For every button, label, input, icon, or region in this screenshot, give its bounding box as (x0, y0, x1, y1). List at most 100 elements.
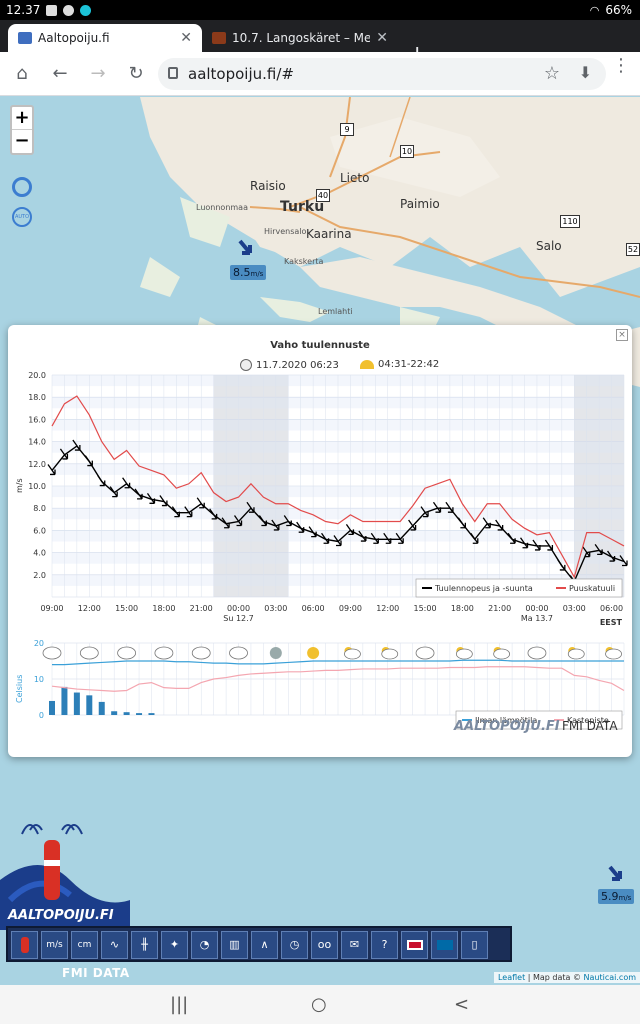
wind-direction-arrow (358, 530, 367, 542)
books-button[interactable]: ▥ (221, 931, 248, 959)
forward-arrow-icon[interactable]: → (90, 63, 106, 84)
close-tab-icon[interactable]: ✕ (376, 30, 388, 46)
x-tick-label: 15:00 (115, 604, 138, 613)
compass-button[interactable]: ✦ (161, 931, 188, 959)
precip-bar (86, 695, 93, 715)
fmi-brand: FMI DATA (562, 719, 618, 733)
lang-sv-button[interactable] (431, 931, 458, 959)
place-label: Raisio (250, 179, 286, 193)
tab-title: Aaltopoiju.fi (38, 31, 110, 45)
leaflet-link[interactable]: Leaflet (497, 973, 526, 982)
chart-legend (415, 578, 623, 598)
precip-bar (73, 692, 80, 715)
wind-direction-arrow (84, 455, 93, 467)
wind-direction-arrow (296, 521, 305, 533)
history-button[interactable]: ◷ (281, 931, 308, 959)
close-tab-icon[interactable]: ✕ (180, 30, 192, 46)
x-tick-label: 03:00 (563, 604, 586, 613)
legend-label: Ilman lämpötila (475, 716, 537, 725)
popup-title: Vaho tuulennuste (270, 340, 370, 351)
wind-direction-arrow (470, 532, 479, 544)
x-tick-label: 00:00 (227, 604, 250, 613)
x-tick-label: 21:00 (488, 604, 511, 613)
mail-button[interactable]: ✉ (341, 931, 368, 959)
x-tick-label: 18:00 (152, 604, 175, 613)
gallery-notification-icon (46, 4, 58, 16)
bookmark-star-icon[interactable]: ☆ (543, 63, 560, 84)
wind-speed-button[interactable]: m/s (41, 931, 68, 959)
wind-direction-arrow (271, 519, 280, 531)
help-icon: ? (381, 938, 388, 951)
reload-icon[interactable]: ↻ (128, 63, 144, 84)
zoom-out-button[interactable]: − (14, 130, 30, 151)
wind-direction-arrow (221, 517, 230, 529)
help-button[interactable]: ? (371, 931, 398, 959)
close-popup-button[interactable]: × (616, 329, 628, 341)
wind-direction-arrow (59, 448, 69, 460)
tab-aaltopoiju[interactable]: Aaltopoiju.fi ✕ (8, 24, 202, 52)
wind-direction-arrow (619, 555, 628, 567)
precip-bar (123, 712, 130, 715)
wind-direction-arrow (383, 532, 392, 544)
mail-icon: ✉ (349, 938, 360, 951)
buoy-logo-icon (0, 824, 130, 930)
cloud-icon (154, 646, 174, 660)
legend-label: Tuulennopeus ja -suunta (434, 584, 533, 593)
water-level-label: cm (77, 940, 92, 950)
binoculars-icon: oo (317, 938, 332, 951)
browser-toolbar: ⌂ ← → ↻ aaltopoiju.fi/# ☆ ⬇ ⋮ (0, 52, 640, 96)
sticks-button[interactable]: ╫ (131, 931, 158, 959)
zoom-in-button[interactable]: + (12, 107, 32, 130)
wind-direction-arrow (544, 539, 554, 551)
source-link[interactable]: Nauticai.com (583, 973, 636, 982)
graph-button[interactable]: ∧ (251, 931, 278, 959)
locate-icon[interactable] (12, 177, 32, 197)
gust-line (51, 395, 625, 579)
wind-direction-arrow (159, 495, 168, 507)
url-text[interactable]: aaltopoiju.fi/# (188, 65, 294, 83)
forecast-popup: × Vaho tuulennuste 11.7.2020 06:23 04:31… (8, 325, 632, 757)
lang-en-button[interactable] (401, 931, 428, 959)
wind-marker[interactable]: 5.9m/s (598, 865, 636, 904)
back-arrow-icon[interactable]: ← (52, 63, 68, 84)
back-button[interactable]: < (454, 994, 470, 1015)
mobile-button[interactable]: ▯ (461, 931, 488, 959)
x-tick-label: 00:00 (525, 604, 548, 613)
gauge-icon: ◔ (199, 938, 210, 951)
address-bar[interactable]: aaltopoiju.fi/# ☆ ⬇ (158, 58, 606, 90)
menu-dots-icon[interactable]: ⋮ (612, 55, 630, 76)
buoy-icon (20, 937, 29, 953)
road-shield: 52 (626, 243, 640, 256)
place-label: Kaarina (306, 227, 352, 241)
cloud-icon (79, 646, 99, 660)
gauge-button[interactable]: ◔ (191, 931, 218, 959)
cloud-icon (42, 646, 62, 660)
download-icon[interactable]: ⬇ (578, 63, 592, 82)
auto-button[interactable]: AUTO (12, 207, 32, 227)
home-icon[interactable]: ⌂ (16, 63, 28, 84)
x-tick-label: 12:00 (376, 604, 399, 613)
wind-direction-arrow (122, 477, 131, 489)
wind-direction-arrow (134, 488, 143, 500)
forecast-timestamp: 11.7.2020 06:23 (240, 359, 339, 371)
x-tick-label: 18:00 (451, 604, 474, 613)
water-level-button[interactable]: cm (71, 931, 98, 959)
cloud-icon (527, 646, 547, 660)
recents-button[interactable]: ||| (170, 994, 189, 1015)
binoculars-button[interactable]: oo (311, 931, 338, 959)
wave-button[interactable]: ∿ (101, 931, 128, 959)
temperature-chart: 0 10 20 Celsius Ilman lämpötila Kastepiste (15, 639, 625, 730)
wind-direction-arrow (308, 526, 317, 538)
buoy-button[interactable] (11, 931, 38, 959)
wind-direction-arrow (171, 506, 180, 518)
wind-direction-arrow (582, 546, 591, 558)
cloud-icon (493, 648, 511, 660)
wind-direction-arrow (445, 501, 454, 513)
place-label: Hirvensalo (264, 227, 307, 236)
mobile-icon: ▯ (471, 938, 478, 951)
wind-marker[interactable]: 8.5m/s (230, 239, 267, 280)
tab-langoskaret[interactable]: 10.7. Langoskäret – Merellä ✕ (202, 24, 398, 52)
home-button[interactable]: ○ (311, 994, 327, 1015)
day-label: Ma 13.7 (521, 614, 553, 623)
x-tick-label: 15:00 (414, 604, 437, 613)
